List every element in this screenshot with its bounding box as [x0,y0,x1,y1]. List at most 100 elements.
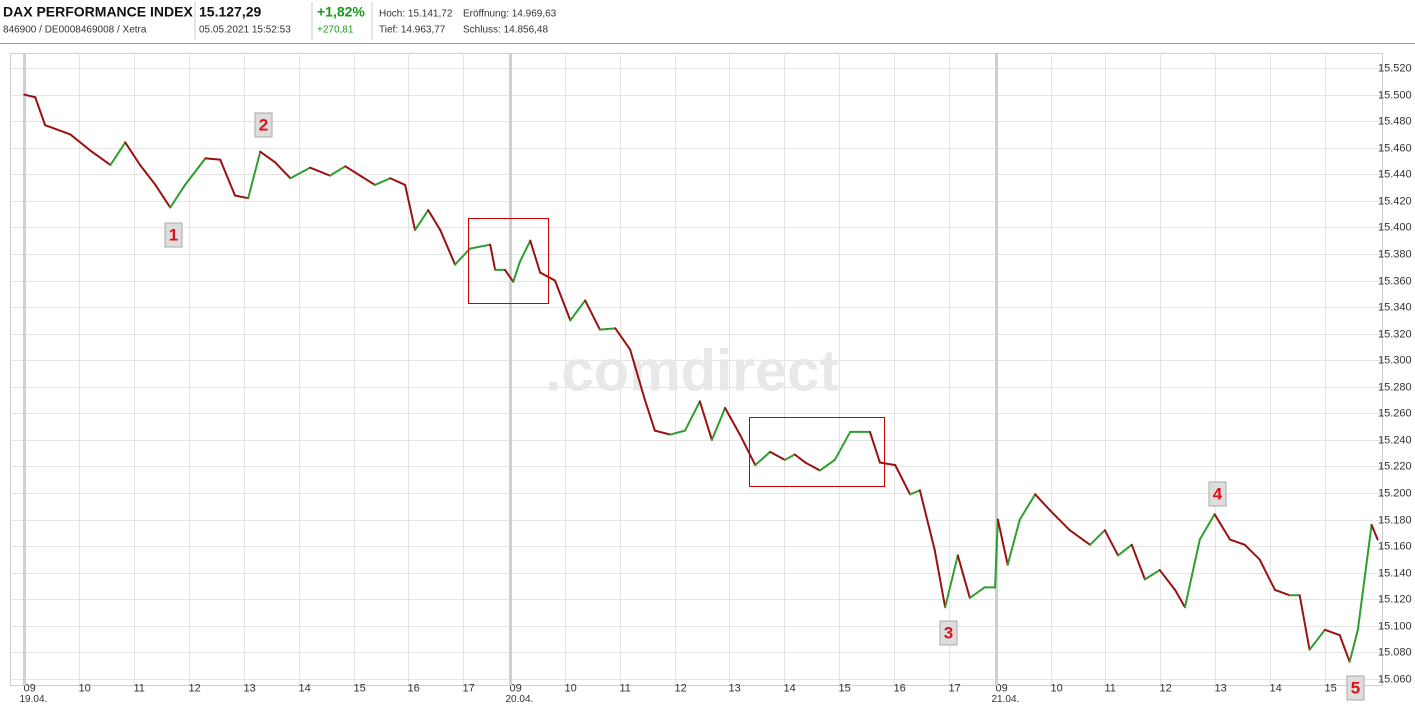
price-segment [783,453,796,461]
x-tick-label: 11 [1105,683,1116,695]
price-segment [359,174,376,186]
grid: 15.060 15.080 15.100 15.120 15.140 15.160 15.1… [10,52,1412,705]
x-tick-label: 09 [510,683,522,695]
y-tick-label: 15.220 [1378,460,1412,472]
price-segment [569,299,587,322]
price-segment [1034,493,1051,512]
index-title: DAX PERFORMANCE INDEX [3,4,193,20]
x-tick-label: 15 [839,683,851,695]
price-segment [328,165,347,177]
timestamp: 05.05.2021 15:52:53 [199,25,291,36]
price-segment [643,399,656,432]
y-tick-label: 15.280 [1378,381,1412,393]
y-tick-label: 15.060 [1378,673,1412,685]
price-segment [1348,628,1359,663]
annotation: 4 [1213,484,1223,503]
price-segment [219,158,237,197]
y-tick-label: 15.100 [1378,620,1412,632]
annotation-box [254,112,273,138]
price-segment [124,141,142,166]
price-segment [1323,628,1341,637]
price-segment [1089,529,1106,546]
price-segment [468,243,492,250]
price-segment [754,450,772,467]
x-tick-label: 12 [675,683,687,695]
y-tick-label: 15.520 [1378,62,1412,74]
price-segment [669,429,687,436]
x-tick-label: 16 [894,683,906,695]
price-segment [1158,569,1177,591]
price-segment [1068,529,1092,546]
x-tick-label: 11 [620,683,631,695]
price-segment [1117,543,1133,557]
price-segment [909,489,921,496]
annotation-box [1346,675,1365,701]
open: Eröffnung: 14.969,63 [463,9,557,20]
x-tick-label: 13 [1215,683,1227,695]
y-tick-label: 15.140 [1378,567,1412,579]
price-segment [819,458,836,472]
x-tick-label: 12 [189,683,201,695]
x-tick-label: 09 [996,683,1008,695]
annotation: 2 [259,115,268,134]
price-segment [489,243,497,271]
price-segment [833,430,852,461]
price-segment [247,150,262,200]
y-tick-label: 15.480 [1378,115,1412,127]
plot [23,93,1379,663]
x-tick-label: 14 [784,683,796,695]
price-segment [1363,523,1373,577]
price-segment [427,209,442,232]
price-segment [23,93,37,99]
price-segment [653,429,672,436]
price-segment [234,194,250,200]
x-tick-label: 13 [244,683,256,695]
price-segment [1103,529,1120,557]
ids: 846900 / DE0008469008 / Xetra [3,25,147,36]
price-segment [1048,509,1071,532]
x-tick-label: 17 [949,683,961,695]
price-segment [518,239,532,263]
x-tick-label: 11 [134,683,145,695]
price-segment [89,149,112,166]
price-segment [109,141,127,166]
annotation: 3 [944,623,953,642]
header: DAX PERFORMANCE INDEX 15.127,29 +1,82% 8… [0,2,1415,44]
price-segment [968,586,986,599]
price-segment [738,433,757,467]
highlight-box [468,218,549,304]
y-tick-label: 15.460 [1378,142,1412,154]
price-segment [584,299,601,331]
price-segment [1143,569,1161,581]
price: 15.127,29 [199,4,261,20]
x-tick-label: 14 [1270,683,1282,695]
y-tick-label: 15.260 [1378,407,1412,419]
y-tick-label: 15.380 [1378,248,1412,260]
x-tick-label: 17 [463,683,475,695]
price-segment [1198,513,1216,541]
price-segment [344,165,362,177]
price-segment [184,157,207,186]
day-label: 20.04. [506,694,534,705]
price-segment [894,464,912,496]
change-abs: +270,81 [317,25,354,36]
y-tick-label: 15.160 [1378,540,1412,552]
y-tick-label: 15.400 [1378,221,1412,233]
x-tick-label: 10 [1051,683,1063,695]
x-tick-label: 15 [1325,683,1337,695]
price-segment [614,327,632,351]
plot-border [10,52,1383,687]
price-segment [1174,588,1186,609]
price-segment [553,279,572,322]
price-segment [996,518,1009,566]
price-segment [1258,558,1276,591]
price-segment [259,150,277,164]
price-segment [956,554,971,599]
price-segment [629,348,646,402]
price-segment [804,461,822,472]
price-segment [710,407,727,441]
annotations: 1 2 3 4 5 [164,112,1365,701]
price-segment [1018,493,1037,521]
x-tick-label: 12 [1160,683,1172,695]
day-label: 21.04. [992,694,1020,705]
